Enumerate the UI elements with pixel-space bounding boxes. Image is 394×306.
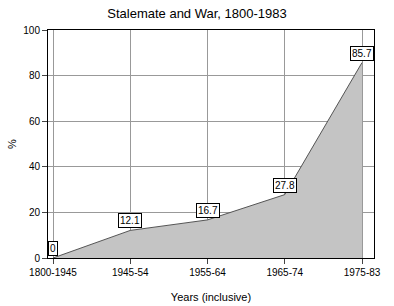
svg-text:1945-54: 1945-54 — [112, 267, 149, 278]
svg-text:20: 20 — [29, 207, 41, 218]
svg-text:16.7: 16.7 — [198, 205, 218, 216]
svg-text:Years (inclusive): Years (inclusive) — [171, 291, 251, 303]
svg-text:0: 0 — [50, 243, 56, 254]
svg-text:27.8: 27.8 — [275, 180, 295, 191]
svg-text:1955-64: 1955-64 — [189, 267, 226, 278]
svg-text:0: 0 — [34, 253, 40, 264]
svg-text:Stalemate and War, 1800-1983: Stalemate and War, 1800-1983 — [107, 6, 286, 21]
svg-text:1800-1945: 1800-1945 — [29, 267, 77, 278]
svg-text:40: 40 — [29, 161, 41, 172]
svg-text:1965-74: 1965-74 — [266, 267, 303, 278]
svg-text:1975-83: 1975-83 — [344, 267, 381, 278]
svg-text:80: 80 — [29, 70, 41, 81]
svg-text:100: 100 — [23, 25, 40, 36]
svg-text:85.7: 85.7 — [352, 48, 372, 59]
svg-text:12.1: 12.1 — [120, 215, 140, 226]
svg-text:60: 60 — [29, 116, 41, 127]
svg-text:%: % — [6, 139, 18, 149]
